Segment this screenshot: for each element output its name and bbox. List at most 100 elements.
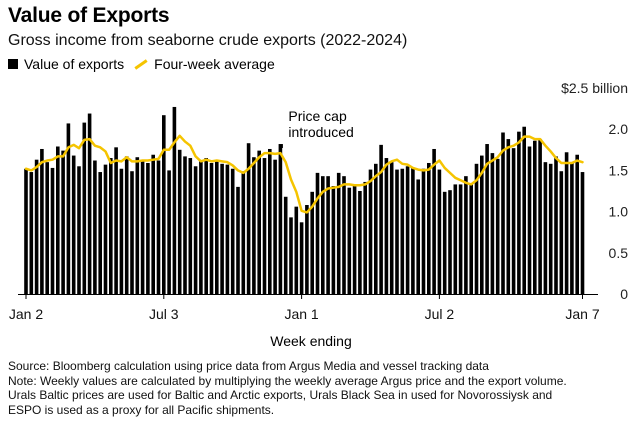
methodology-note-1: Note: Weekly values are calculated by mu…: [8, 373, 567, 388]
bar-week-12: [87, 113, 92, 294]
bar-week-72: [405, 166, 410, 294]
bar-series: [24, 106, 585, 295]
bar-week-103: [570, 162, 574, 294]
bar-week-53: [305, 205, 309, 294]
chart-title: Value of Exports: [8, 4, 170, 27]
bar-week-67: [379, 144, 383, 294]
x-tick-label-2: Jan 1: [284, 306, 318, 322]
y-axis-ticks: 0 0.5 1.0 1.5 2.0: [609, 121, 629, 302]
bar-week-76: [427, 162, 431, 294]
bar-week-62: [352, 184, 357, 294]
bar-week-38: [225, 164, 230, 294]
bar-week-23: [146, 162, 150, 294]
bar-week-21: [135, 157, 140, 294]
bar-week-26: [162, 115, 166, 294]
chart-subtitle: Gross income from seaborne crude exports…: [8, 32, 408, 49]
x-tick-label-3: Jul 2: [425, 306, 455, 322]
bar-week-91: [506, 139, 511, 294]
bar-week-51: [294, 206, 299, 294]
bar-week-29: [177, 149, 182, 294]
bar-week-95: [527, 146, 532, 294]
bar-week-19: [124, 156, 129, 294]
bar-week-81: [453, 184, 458, 294]
bar-week-82: [458, 184, 463, 294]
bar-week-52: [299, 222, 304, 294]
bar-week-104: [575, 154, 579, 294]
bar-week-73: [411, 167, 415, 294]
bar-week-40: [236, 186, 240, 294]
bar-week-65: [368, 169, 373, 294]
bar-week-98: [543, 162, 548, 294]
bar-week-48: [278, 144, 283, 294]
methodology-note-2: Urals Baltic prices are used for Baltic …: [8, 388, 553, 402]
price-cap-label-line1: Price cap: [288, 108, 347, 124]
bar-week-27: [167, 170, 171, 294]
bar-week-84: [469, 184, 473, 294]
bar-week-7: [61, 150, 65, 294]
bar-week-105: [580, 172, 585, 294]
bar-week-56: [321, 176, 325, 294]
bar-week-87: [485, 144, 489, 294]
bar-week-70: [395, 169, 399, 294]
bar-week-85: [474, 163, 479, 294]
y-tick-label-4: 2.0: [609, 121, 629, 137]
x-axis-title: Week ending: [270, 333, 351, 349]
bar-week-17: [114, 147, 118, 294]
chart-legend: Value of exports Four-week average: [8, 56, 275, 72]
bar-week-36: [215, 160, 219, 294]
bar-week-45: [262, 158, 267, 294]
bar-week-1: [29, 172, 34, 294]
x-tick-label-4: Jan 7: [565, 306, 599, 322]
bar-week-4: [45, 162, 49, 294]
bar-week-15: [103, 164, 108, 294]
bar-week-86: [480, 155, 484, 294]
bar-week-102: [564, 152, 569, 294]
bar-week-39: [230, 168, 235, 294]
bar-week-54: [310, 191, 314, 294]
bar-week-94: [522, 126, 526, 294]
bar-week-9: [71, 155, 76, 294]
bar-week-25: [156, 160, 161, 294]
bar-week-49: [283, 196, 288, 294]
bar-week-28: [172, 106, 177, 294]
bar-week-31: [188, 158, 193, 294]
bar-week-68: [384, 158, 389, 294]
bar-week-18: [119, 168, 124, 294]
bar-week-79: [442, 191, 447, 294]
y-tick-label-3: 1.5: [609, 162, 629, 178]
bar-week-22: [140, 159, 145, 294]
bar-week-0: [24, 168, 28, 294]
bar-week-80: [448, 190, 452, 294]
bar-week-35: [209, 162, 214, 294]
bar-week-96: [533, 140, 537, 294]
x-axis-ticks: Jan 2 Jul 3 Jan 1 Jul 2 Jan 7: [9, 294, 600, 322]
bar-week-10: [77, 166, 81, 294]
bar-week-75: [421, 168, 426, 294]
bar-week-3: [40, 148, 44, 294]
bar-week-30: [183, 156, 187, 294]
y-tick-label-1: 0.5: [609, 245, 629, 261]
bar-week-66: [374, 163, 378, 294]
bar-week-97: [538, 139, 542, 294]
bar-week-6: [56, 146, 60, 294]
bar-week-43: [252, 157, 256, 294]
bar-week-37: [220, 163, 224, 294]
bar-week-24: [151, 154, 155, 294]
bar-week-55: [315, 172, 320, 294]
bar-week-8: [66, 123, 71, 295]
legend-bar-swatch: [8, 59, 18, 69]
bar-week-5: [50, 167, 55, 294]
y-tick-label-2: 1.0: [609, 204, 629, 220]
bar-week-50: [289, 217, 293, 294]
bar-week-101: [559, 171, 564, 294]
price-cap-label-line2: introduced: [288, 124, 353, 140]
bar-week-93: [517, 131, 521, 294]
bar-week-59: [336, 172, 341, 294]
chart-footnotes: Source: Bloomberg calculation using pric…: [8, 359, 638, 417]
y-tick-label-0: 0: [620, 286, 628, 302]
bar-week-11: [82, 122, 87, 294]
bar-week-34: [204, 158, 208, 294]
bar-week-47: [273, 159, 277, 294]
bar-week-90: [501, 132, 505, 294]
bar-week-74: [416, 179, 420, 294]
